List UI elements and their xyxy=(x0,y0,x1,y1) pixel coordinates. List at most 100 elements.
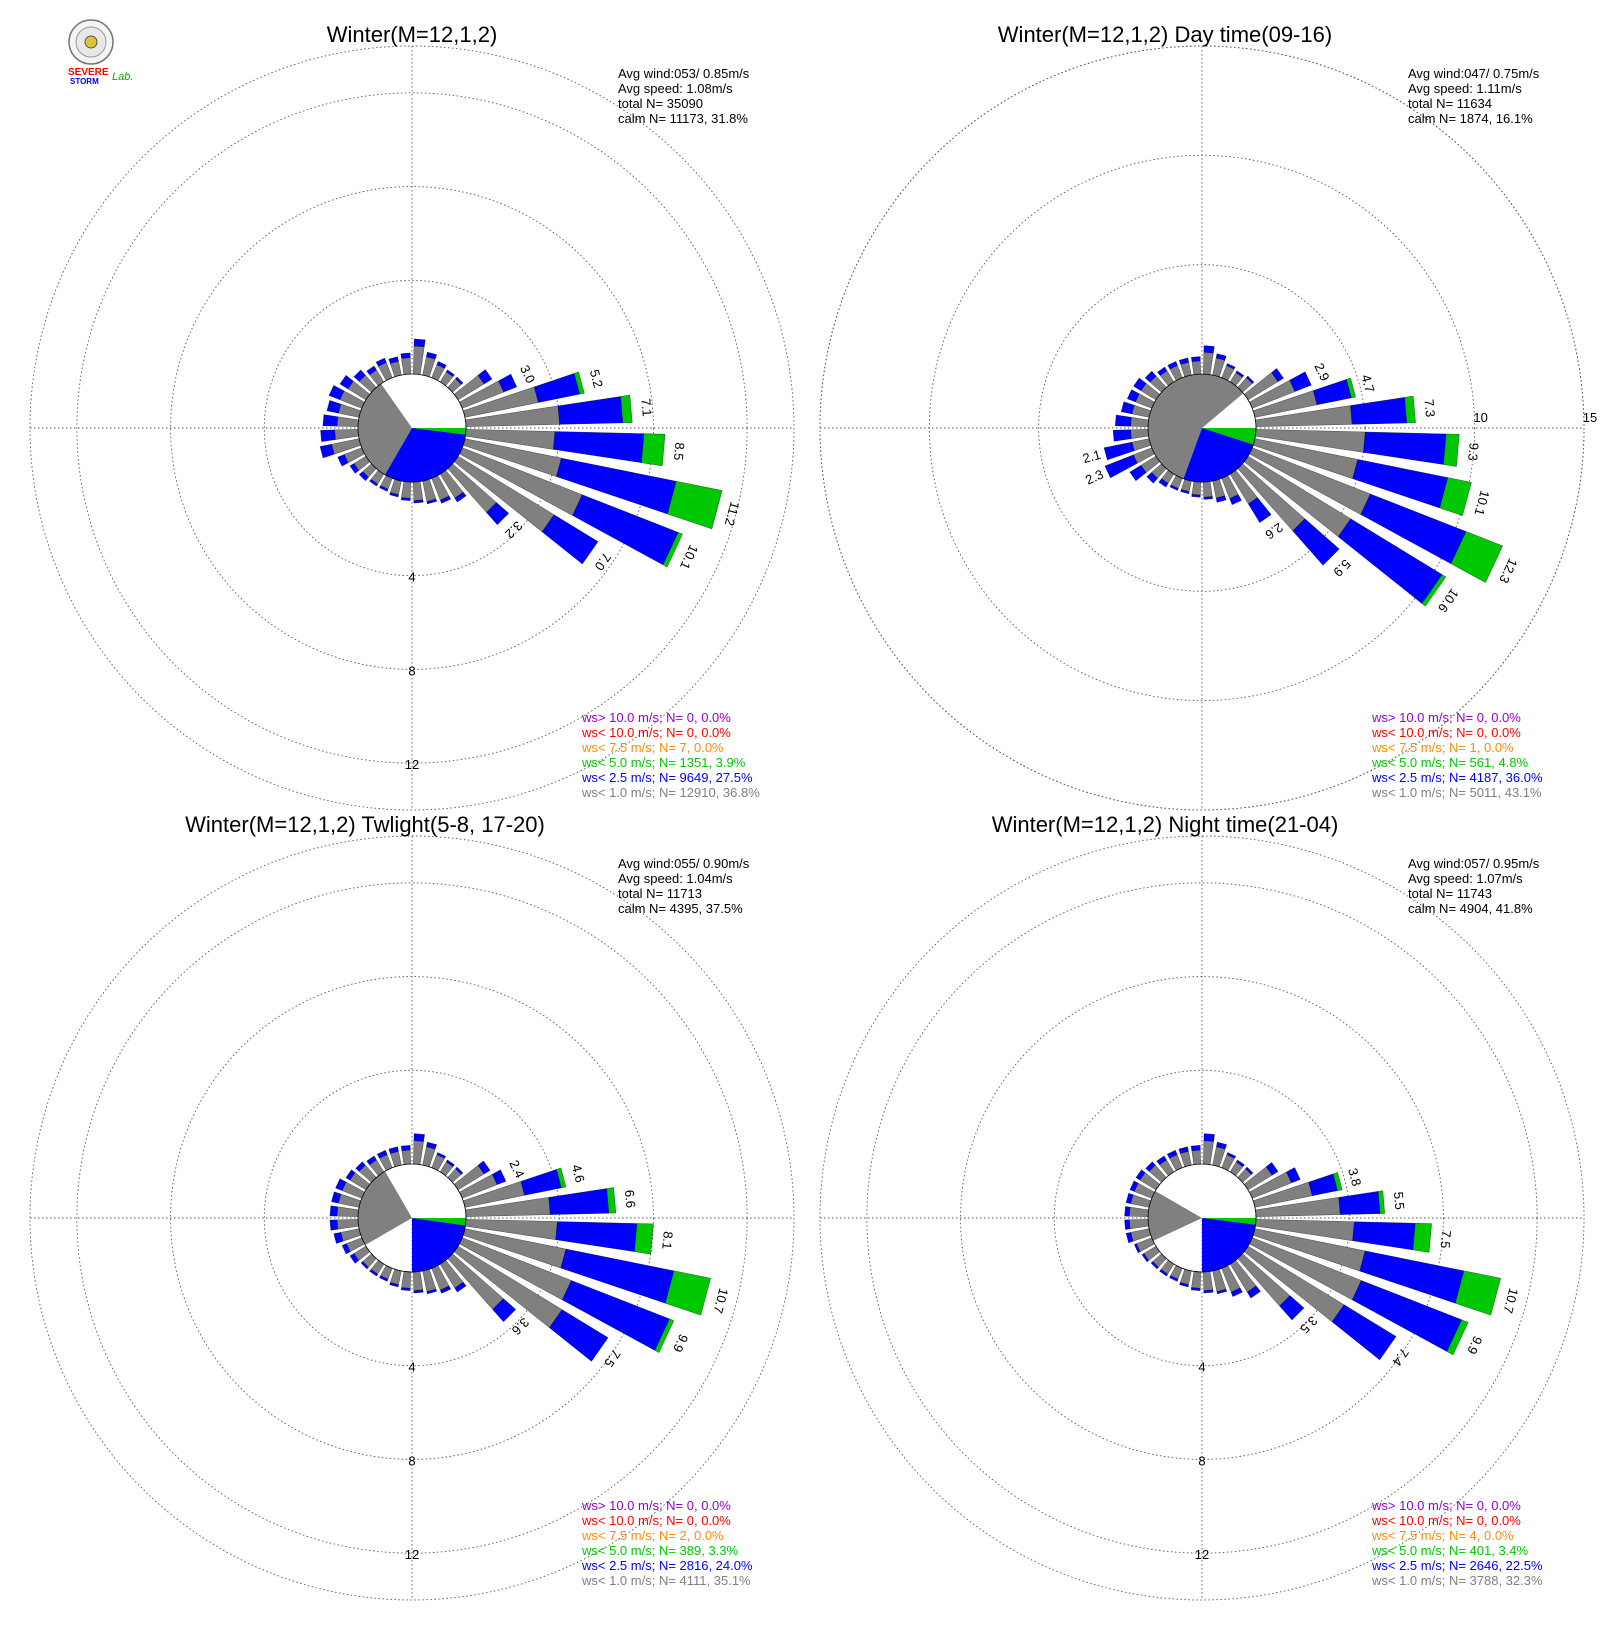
rose-bar-segment xyxy=(401,1149,411,1165)
rose-bar-segment xyxy=(1289,371,1312,392)
sector-total-label: 7.0 xyxy=(592,550,615,573)
rose-bar-segment xyxy=(331,1191,342,1204)
calm-pie-blue xyxy=(412,1218,466,1272)
radial-tick-label: 8 xyxy=(408,1453,415,1468)
rose-bar-segment xyxy=(436,361,447,369)
rose-bar-segment xyxy=(1215,495,1227,503)
rose-bar-segment xyxy=(667,481,723,530)
logo-text-storm: STORM xyxy=(70,77,99,86)
rose-bar-segment xyxy=(1191,481,1201,496)
rose-bar-segment xyxy=(426,498,437,505)
rose-bar-segment xyxy=(534,373,580,403)
rose-bar-segment xyxy=(413,1133,425,1142)
panel-title: Winter(M=12,1,2) Night time(21-04) xyxy=(992,812,1339,837)
rose-bar-segment xyxy=(1443,433,1460,467)
rose-bar-segment xyxy=(355,1161,366,1172)
rose-bar-segment xyxy=(498,373,518,393)
rose-bar-segment xyxy=(1203,496,1213,500)
rose-bar-segment xyxy=(1169,484,1179,491)
radial-tick-label: 10 xyxy=(1473,410,1487,425)
calm-pie-gray xyxy=(1147,1191,1202,1241)
sector-total-label: 2.4 xyxy=(506,1158,527,1181)
wind-rose-panel: 4 8 12 3.0 5.2 7.1 8.5 11.2 10.1 7.0 3.2 Winter(M=1… xyxy=(29,22,795,811)
rose-bar-segment xyxy=(336,1219,359,1230)
rose-bar-segment xyxy=(1178,1146,1189,1154)
rose-bar-segment xyxy=(620,394,633,423)
rose-bar-segment xyxy=(349,463,360,474)
stats-line: total N= 11743 xyxy=(1408,886,1492,901)
calm-pie-gray xyxy=(358,383,412,475)
rose-bar-segment xyxy=(426,351,437,360)
stats-line: Avg wind:055/ 0.90m/s xyxy=(618,856,750,871)
rose-bar-segment xyxy=(1166,1150,1178,1159)
rose-bar-segment xyxy=(440,1285,451,1294)
stats-line: calm N= 4395, 37.5% xyxy=(618,901,743,916)
rose-bar-segment xyxy=(369,1269,378,1277)
sector-total-label: 3.5 xyxy=(1297,1313,1320,1336)
sector-total-label: 11.2 xyxy=(722,500,743,527)
rose-bar-segment xyxy=(1133,377,1147,391)
rose-bar-segment xyxy=(413,345,425,375)
wind-rose-panel: 510152.94.77.39.310.112.310.65.92.62.32.… xyxy=(819,22,1597,811)
rose-bar-segment xyxy=(401,1271,411,1289)
rose-bar-segment xyxy=(1121,401,1135,415)
rose-bar-segment xyxy=(319,444,335,459)
sector-total-label: 2.3 xyxy=(1083,466,1106,487)
rose-bar-segment xyxy=(1229,494,1242,505)
rose-bar-segment xyxy=(1104,454,1138,479)
rose-bar-segment xyxy=(455,1166,464,1175)
wind-rose-panel: 4 8 12 3.8 5.5 7.5 10.7 9.9 7.4 3.5 Winter(M=12,1,… xyxy=(819,812,1585,1601)
rose-bar-segment xyxy=(574,371,585,395)
rose-bar-segment xyxy=(665,1270,711,1316)
panel-title: Winter(M=12,1,2) xyxy=(327,22,498,47)
rose-bar-segment xyxy=(1180,1151,1192,1168)
rose-bar-segment xyxy=(339,375,354,390)
sector-total-label: 5.5 xyxy=(1391,1191,1408,1210)
rose-bar-segment xyxy=(541,514,599,565)
rose-bar-segment xyxy=(548,1188,610,1215)
calm-pie-white xyxy=(1155,1164,1256,1218)
legend-entry: ws< 1.0 m/s; N= 12910, 36.8% xyxy=(581,785,760,800)
legend-entry: ws> 10.0 m/s; N= 0, 0.0% xyxy=(581,1498,731,1513)
rose-bar-segment xyxy=(1292,518,1340,566)
rose-bar-segment xyxy=(1331,1304,1397,1361)
rose-bar-segment xyxy=(360,1261,369,1270)
rose-bar-segment xyxy=(322,414,338,427)
grid-ring-outer xyxy=(29,45,795,811)
rose-bar-segment xyxy=(1191,1271,1201,1289)
rose-bar-segment xyxy=(1308,1173,1338,1196)
rose-bar-segment xyxy=(333,1232,344,1244)
rose-bar-segment xyxy=(1352,1221,1416,1251)
sector-total-label: 4.6 xyxy=(569,1163,588,1184)
rose-bar-segment xyxy=(1216,1141,1227,1150)
rose-bar-segment xyxy=(454,491,467,503)
rose-bar-segment xyxy=(1115,414,1132,427)
rose-bar-segment xyxy=(1338,1191,1381,1215)
radial-tick-label: 12 xyxy=(1195,1547,1209,1562)
rose-bar-segment xyxy=(654,1318,675,1353)
rose-bar-segment xyxy=(1412,1223,1432,1253)
calm-circle xyxy=(1147,373,1257,483)
rose-bar-segment xyxy=(388,1146,399,1154)
sector-total-label: 3.6 xyxy=(509,1315,532,1338)
rose-bar-segment xyxy=(413,1271,424,1291)
rose-bar-segment xyxy=(1248,497,1272,523)
calm-pie-gray xyxy=(357,1171,412,1245)
sector-total-label: 8.5 xyxy=(671,442,688,461)
rose-bar-segment xyxy=(1167,361,1178,370)
legend-entry: ws< 10.0 m/s; N= 0, 0.0% xyxy=(1371,1513,1521,1528)
rose-bar-segment xyxy=(349,1253,360,1264)
rose-bar-segment xyxy=(1203,1140,1214,1165)
rose-bar-segment xyxy=(1404,395,1416,424)
calm-pie-white xyxy=(1202,393,1256,428)
rose-bar-segment xyxy=(426,1288,437,1295)
stats-line: calm N= 11173, 31.8% xyxy=(618,111,748,126)
legend-entry: ws< 7.5 m/s; N= 4, 0.0% xyxy=(1371,1528,1514,1543)
rose-bar-segment xyxy=(1131,405,1152,418)
rose-bar-segment xyxy=(1203,1289,1214,1294)
rose-bar-segment xyxy=(1203,1271,1214,1291)
wind-rose-panel: 4 8 12 2.4 4.6 6.6 8.1 10.7 9.9 7.5 3.6 Winter(M=12… xyxy=(29,812,795,1601)
rose-bar-segment xyxy=(320,429,336,442)
rose-bar-segment xyxy=(389,492,399,498)
calm-pie-blue xyxy=(1183,428,1254,483)
